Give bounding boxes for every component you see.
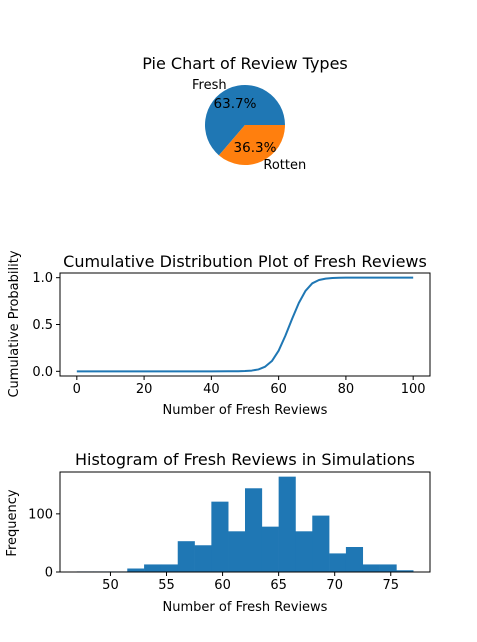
histogram-bar: [211, 502, 228, 572]
histogram-bar: [161, 564, 178, 572]
pie-label-fresh: Fresh: [192, 78, 227, 93]
histogram-x-tick-label: 65: [270, 578, 287, 593]
pie-percent-rotten: 36.3%: [234, 140, 277, 156]
cdf-x-tick-label: 60: [270, 382, 287, 397]
histogram-bar: [312, 516, 329, 572]
cdf-y-tick-label: 0.0: [32, 365, 53, 380]
histogram-bar: [144, 564, 161, 572]
cdf-y-tick-label: 0.5: [32, 318, 53, 333]
cdf-x-tick-label: 40: [203, 382, 220, 397]
cdf-x-tick-label: 0: [73, 382, 81, 397]
histogram-y-axis-label: Frequency: [5, 489, 20, 556]
histogram-bar: [363, 564, 380, 572]
histogram-bar: [380, 564, 397, 572]
histogram-bar: [195, 545, 212, 572]
histogram-bar: [329, 553, 346, 572]
cdf-x-tick-label: 100: [401, 382, 426, 397]
histogram-x-tick-label: 50: [102, 578, 119, 593]
cdf-y-axis-label: Cumulative Probability: [7, 250, 22, 397]
histogram-x-tick-label: 70: [326, 578, 343, 593]
histogram-y-tick-label: 0: [45, 566, 53, 581]
histogram-x-axis-label: Number of Fresh Reviews: [163, 600, 328, 615]
histogram-x-tick-label: 60: [214, 578, 231, 593]
histogram-bar: [245, 488, 262, 572]
cdf-x-axis-label: Number of Fresh Reviews: [163, 403, 328, 418]
pie-chart-title: Pie Chart of Review Types: [142, 54, 348, 73]
histogram-bar: [178, 541, 195, 572]
histogram-x-tick-label: 55: [158, 578, 175, 593]
histogram-bar: [346, 547, 363, 572]
cdf-y-tick-label: 1.0: [32, 271, 53, 286]
pie-percent-fresh: 63.7%: [214, 96, 257, 112]
histogram-bar: [228, 531, 245, 572]
cdf-x-tick-label: 20: [136, 382, 153, 397]
cdf-chart-title: Cumulative Distribution Plot of Fresh Re…: [63, 252, 427, 271]
histogram-bar: [127, 569, 144, 572]
histogram-bar: [279, 477, 296, 572]
histogram-bar: [295, 531, 312, 572]
histogram-y-tick-label: 100: [28, 507, 53, 522]
cdf-x-tick-label: 80: [338, 382, 355, 397]
histogram-x-tick-label: 75: [382, 578, 399, 593]
histogram-title: Histogram of Fresh Reviews in Simulation…: [75, 450, 415, 469]
histogram-bar: [262, 527, 279, 572]
pie-label-rotten: Rotten: [263, 158, 306, 173]
